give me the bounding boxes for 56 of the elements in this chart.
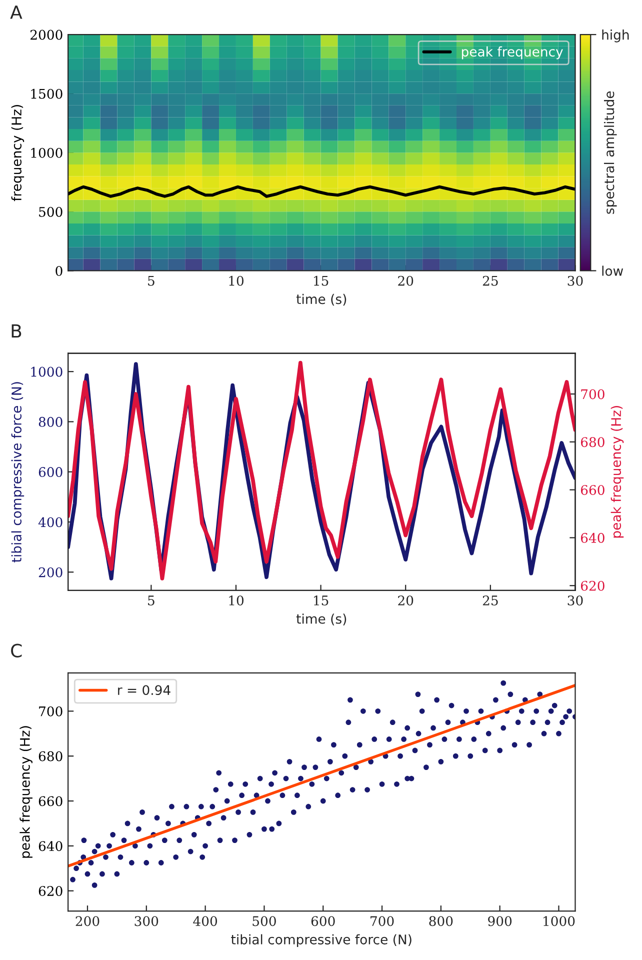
y-tick-label: 2000 [30, 30, 62, 40]
y-tick-label: 620 [38, 886, 62, 896]
y2-tick-label: 660 [580, 485, 604, 496]
legend-label: peak frequency [462, 46, 563, 60]
y2-tick-label: 640 [580, 532, 604, 543]
y-axis-title: peak frequency (Hz) [20, 726, 32, 858]
x-tick-label: 5 [148, 276, 154, 286]
y-tick-label: 500 [39, 206, 62, 217]
y-tick-label: 680 [38, 751, 62, 762]
x-tick-label: 200 [76, 916, 100, 926]
x-axis-title: time (s) [296, 294, 346, 306]
x-tick-label: 1000 [544, 916, 575, 926]
x-tick-label: 700 [370, 916, 394, 926]
y-axis-title: frequency (Hz) [11, 105, 24, 202]
x-axis-title: time (s) [296, 614, 346, 626]
y2-tick-label: 700 [581, 389, 604, 400]
x-tick-label: 600 [311, 916, 335, 926]
y-tick-label: 700 [39, 706, 62, 716]
y-tick-label: 0 [56, 266, 62, 276]
y2-tick-label: 620 [580, 580, 604, 591]
x-tick-label: 25 [482, 595, 498, 606]
y-tick-label: 640 [38, 841, 62, 852]
x-tick-label: 500 [252, 916, 276, 926]
x-tick-label: 300 [134, 916, 158, 926]
color-bar-label: high [602, 30, 629, 42]
x-tick-label: 15 [314, 276, 328, 286]
y-axis-title: tibial compressive force (N) [11, 382, 24, 562]
chart-title: A [10, 6, 22, 19]
color-bar-label: low [602, 266, 624, 276]
x-tick-label: 10 [229, 595, 244, 606]
legend-label: r = 0.94 [118, 685, 170, 696]
x-tick-label: 20 [398, 595, 414, 606]
y-tick-label: 660 [38, 796, 62, 806]
y2-axis-title: peak frequency (Hz) [610, 406, 624, 538]
y2-tick-label: 680 [580, 437, 604, 448]
y-tick-label: 1000 [31, 366, 62, 377]
x-tick-label: 20 [398, 276, 414, 286]
y-tick-label: 400 [38, 517, 62, 528]
y-tick-label: 1000 [31, 148, 62, 158]
x-tick-label: 25 [482, 276, 498, 286]
color-bar-title: spectral amplitude [604, 91, 617, 214]
x-tick-label: 15 [314, 595, 328, 606]
y-tick-label: 600 [38, 467, 62, 478]
y-tick-label: 1500 [31, 88, 62, 99]
x-tick-label: 10 [229, 276, 244, 286]
x-axis-title: tibial compressive force (N) [231, 934, 412, 947]
chart-title: B [12, 324, 22, 338]
x-tick-label: 5 [148, 596, 154, 606]
y-tick-label: 200 [38, 567, 62, 578]
x-tick-label: 30 [568, 595, 583, 606]
y-tick-label: 800 [38, 416, 62, 427]
x-tick-label: 30 [568, 276, 583, 286]
x-tick-label: 400 [193, 916, 218, 926]
x-tick-label: 900 [488, 916, 512, 926]
chart-title: C [11, 644, 22, 658]
x-tick-label: 800 [429, 916, 453, 926]
